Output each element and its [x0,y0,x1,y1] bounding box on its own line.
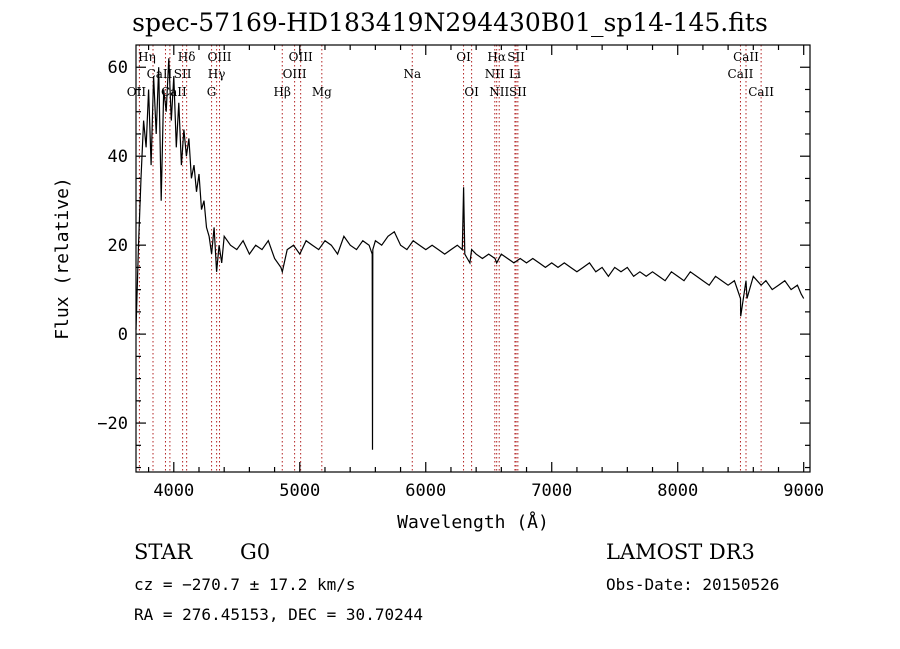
spectral-line-markers [138,45,762,472]
line-label: OIII [207,50,231,64]
line-label: Hβ [274,85,291,99]
line-label: OIII [289,50,313,64]
spectrum-series-line [135,58,805,450]
x-tick-label: 5000 [279,481,320,501]
y-axis-label: Flux (relative) [52,177,73,340]
sky-coordinates: RA = 276.45153, DEC = 30.70244 [134,605,423,624]
line-label: Hγ [208,67,226,81]
plot-frame [135,44,811,473]
x-tick-label: 4000 [153,481,194,501]
line-label: CaII [748,85,774,99]
line-label: NII [489,85,509,99]
y-tick-label: 60 [108,58,128,78]
line-label: SII [509,85,527,99]
axis-ticks: 4000 5000 6000 7000 8000 9000 −20 0 20 40 60 [97,45,824,501]
observation-date: Obs-Date: 20150526 [606,575,780,594]
x-tick-label: 9000 [783,481,824,501]
x-axis-label: Wavelength (Å) [397,511,549,533]
line-label: CaII [728,67,754,81]
line-label: OI [456,50,471,64]
y-tick-label: 0 [118,325,128,345]
line-label: Hα [487,50,506,64]
object-subclass: G0 [240,540,271,564]
y-tick-label: 20 [108,236,128,256]
line-label: OIII [283,67,307,81]
line-label: Mg [312,85,332,99]
line-label: NII [485,67,505,81]
object-class: STAR [134,540,193,564]
redshift-velocity: cz = −270.7 ± 17.2 km/s [134,575,356,594]
line-label: SII [174,67,192,81]
y-tick-label: −20 [97,414,128,434]
line-label: CaII [733,50,759,64]
x-tick-label: 7000 [531,481,572,501]
chart-title: spec-57169-HD183419N294430B01_sp14-145.f… [132,8,768,37]
survey-name: LAMOST DR3 [606,540,755,564]
line-label: Na [403,67,421,81]
x-tick-label: 8000 [657,481,698,501]
x-tick-label: 6000 [405,481,446,501]
line-label: Hδ [178,50,196,64]
line-label: SII [507,50,525,64]
y-tick-label: 40 [108,147,128,167]
line-label: G [207,85,217,99]
line-label: Hη [138,50,156,64]
line-label: Li [509,67,521,81]
line-label: OI [464,85,479,99]
